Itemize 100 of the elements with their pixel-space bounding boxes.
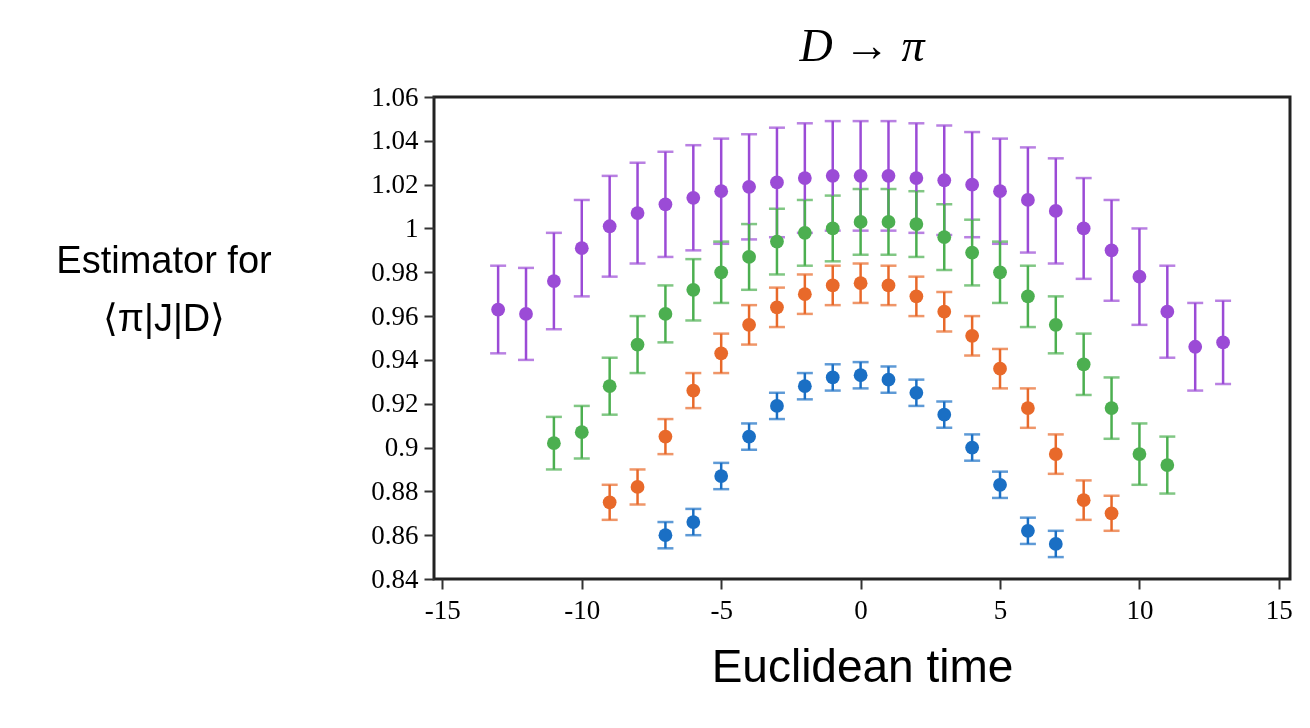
point (993, 361, 1007, 376)
point (1021, 193, 1035, 207)
point (1104, 401, 1119, 415)
y-tick-label: 0.88 (371, 475, 419, 506)
point (909, 289, 924, 304)
point (714, 346, 729, 361)
point (881, 215, 896, 229)
point (714, 184, 729, 199)
point (825, 221, 840, 236)
y-tick-label: 0.98 (371, 256, 419, 287)
point (742, 317, 756, 332)
point (1132, 447, 1147, 461)
point (909, 217, 924, 231)
point (770, 300, 784, 315)
point (1160, 304, 1175, 319)
point (602, 495, 617, 510)
point (491, 302, 506, 317)
point (797, 287, 812, 302)
point (797, 171, 812, 185)
point (881, 168, 896, 183)
point (1104, 506, 1119, 521)
point (658, 528, 673, 543)
point (965, 328, 980, 343)
point (993, 265, 1007, 280)
point (881, 372, 896, 387)
point (686, 190, 701, 205)
point (658, 429, 673, 444)
y-tick-label: 1 (405, 212, 419, 243)
point (965, 177, 980, 192)
point (1021, 523, 1035, 538)
x-tick-label: 10 (1126, 594, 1154, 625)
point (1076, 357, 1091, 372)
point (1076, 221, 1091, 236)
y-tick-label: 1.02 (371, 169, 419, 200)
y-tick-label: 1.06 (371, 81, 419, 112)
point (825, 168, 840, 183)
point (1021, 401, 1035, 415)
y-tick-label: 0.92 (371, 388, 419, 419)
point (881, 278, 896, 293)
y-tick-label: 0.96 (371, 300, 419, 331)
point (602, 219, 617, 234)
point (1104, 243, 1119, 258)
point (658, 307, 673, 321)
point (742, 429, 756, 444)
y-axis-title: Estimator for ⟨π|J|D⟩ (56, 239, 273, 339)
point (742, 250, 756, 264)
point (630, 480, 645, 494)
point (1021, 289, 1035, 304)
point (1048, 447, 1063, 461)
point (965, 440, 980, 455)
point (770, 234, 784, 249)
point (937, 407, 952, 422)
x-tick-label: 0 (854, 594, 868, 625)
point (1188, 339, 1203, 354)
point (686, 515, 701, 529)
x-tick-label: -5 (710, 594, 733, 625)
point (770, 399, 784, 413)
point (686, 282, 701, 297)
point (937, 173, 952, 188)
point (770, 175, 784, 190)
point (742, 179, 756, 194)
point (686, 383, 701, 398)
point (714, 469, 729, 483)
point (853, 276, 868, 291)
point (1160, 458, 1175, 472)
point (1048, 317, 1063, 332)
x-tick-label: 15 (1265, 594, 1293, 625)
y-tick-label: 0.9 (384, 432, 419, 463)
point (825, 370, 840, 385)
point (602, 379, 617, 394)
point (853, 168, 868, 183)
point (1048, 537, 1063, 551)
point (1076, 493, 1091, 508)
x-tick-label: 5 (993, 594, 1008, 625)
point (853, 215, 868, 229)
y-tick-label: 0.86 (371, 519, 419, 550)
point (825, 278, 840, 293)
chart-title: D → π (798, 20, 927, 71)
point (574, 425, 589, 440)
point (853, 368, 868, 383)
x-tick-label: -15 (424, 594, 461, 625)
y-tick-label: 1.04 (371, 125, 419, 156)
point (547, 274, 561, 288)
point (1048, 204, 1063, 218)
point (714, 265, 729, 280)
point (547, 436, 561, 451)
point (630, 337, 645, 352)
point (658, 197, 673, 212)
point (993, 184, 1007, 199)
point (630, 206, 645, 220)
point (909, 171, 924, 185)
point (1216, 335, 1230, 350)
point (797, 379, 812, 394)
y-tick-label: 0.84 (371, 563, 419, 594)
x-axis-title: Euclidean time (711, 639, 1014, 692)
point (937, 304, 952, 319)
y-tick-label: 0.94 (371, 344, 419, 375)
point (574, 241, 589, 256)
point (519, 307, 533, 321)
point (797, 225, 812, 240)
